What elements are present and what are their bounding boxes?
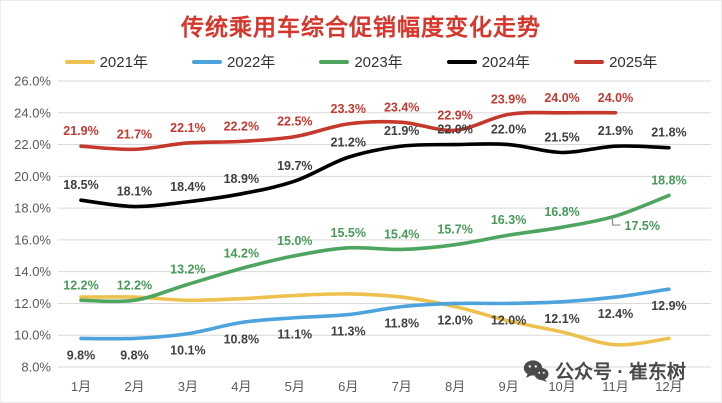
data-label-2022年: 10.8% — [224, 333, 259, 347]
legend-label: 2022年 — [226, 54, 276, 71]
legend-swatch — [191, 59, 222, 64]
y-tick-label: 14.0% — [14, 264, 51, 279]
x-tick-label: 6月 — [338, 379, 358, 394]
callout-leader — [611, 217, 621, 226]
data-label-2025年: 21.9% — [63, 124, 98, 138]
x-tick-label: 11月 — [602, 379, 629, 394]
y-tick-label: 24.0% — [14, 105, 51, 120]
data-label-2025年: 22.1% — [170, 121, 205, 135]
legend-swatch — [319, 59, 350, 64]
data-label-2023年: 15.4% — [384, 227, 419, 241]
data-label-2024年: 18.4% — [170, 180, 205, 194]
data-label-2022年: 12.0% — [491, 313, 526, 327]
legend-label: 2024年 — [481, 54, 531, 71]
series-line-2022年 — [79, 287, 671, 341]
data-label-2025年: 22.5% — [277, 115, 312, 129]
data-label-2023年: 15.7% — [437, 223, 472, 237]
data-label-2023年: 16.8% — [544, 205, 579, 219]
wechat-icon — [523, 359, 549, 382]
legend-swatch — [574, 59, 605, 64]
x-tick-label: 12月 — [655, 379, 682, 394]
legend-label: 2021年 — [99, 54, 148, 71]
data-label-2023年: 15.5% — [331, 226, 366, 240]
legend-item-2022年: 2022年 — [191, 51, 276, 72]
data-label-2023年: 17.5% — [625, 219, 660, 233]
data-label-2024年: 22.0% — [437, 123, 472, 137]
data-label-2025年: 23.3% — [331, 102, 366, 116]
x-tick-label: 3月 — [178, 379, 198, 394]
legend-item-2024年: 2024年 — [446, 51, 531, 72]
chart-title: 传统乘用车综合促销幅度变化走势 — [181, 14, 541, 40]
series-line-2021年 — [79, 292, 671, 347]
data-label-2024年: 21.5% — [544, 131, 579, 145]
data-label-2023年: 15.0% — [277, 234, 312, 248]
y-tick-label: 20.0% — [14, 169, 51, 184]
legend-swatch — [64, 59, 95, 64]
data-label-2024年: 18.1% — [117, 185, 152, 199]
data-label-2025年: 21.7% — [117, 127, 152, 141]
data-label-2022年: 9.8% — [67, 348, 96, 362]
x-tick-label: 9月 — [498, 379, 518, 394]
data-label-2022年: 12.9% — [651, 299, 686, 313]
data-label-2024年: 21.2% — [331, 135, 366, 149]
data-label-2024年: 19.7% — [277, 159, 312, 173]
watermark-text: 公众号 · 崔东树 — [555, 362, 686, 383]
legend-item-2025年: 2025年 — [574, 51, 657, 72]
y-tick-label: 18.0% — [14, 201, 51, 216]
data-label-2025年: 22.9% — [437, 108, 472, 122]
data-label-2022年: 12.4% — [598, 307, 633, 321]
data-label-2025年: 22.2% — [224, 119, 259, 133]
data-label-2022年: 10.1% — [170, 344, 205, 358]
data-label-2024年: 21.8% — [651, 126, 686, 140]
legend-swatch — [446, 59, 477, 64]
legend-item-2021年: 2021年 — [64, 51, 148, 72]
data-label-2023年: 16.3% — [491, 213, 526, 227]
data-label-2025年: 23.9% — [491, 92, 526, 106]
data-label-2025年: 24.0% — [598, 91, 633, 105]
data-label-2024年: 18.5% — [63, 178, 98, 192]
legend-label: 2025年 — [609, 54, 658, 71]
data-label-2024年: 21.9% — [598, 124, 633, 138]
data-label-2022年: 11.8% — [384, 317, 419, 331]
x-tick-label: 5月 — [285, 379, 305, 394]
y-tick-label: 10.0% — [14, 328, 51, 343]
watermark: 公众号 · 崔东树 — [523, 357, 686, 384]
legend-item-2023年: 2023年 — [319, 51, 403, 72]
x-tick-label: 8月 — [445, 379, 465, 394]
y-tick-label: 8.0% — [21, 360, 51, 375]
series-line-2024年 — [79, 142, 671, 209]
legend-label: 2023年 — [354, 54, 403, 71]
series-line-2025年 — [79, 110, 618, 152]
data-label-2023年: 18.8% — [651, 173, 686, 187]
data-label-2022年: 11.1% — [277, 328, 312, 342]
data-label-2022年: 12.0% — [437, 313, 472, 327]
y-tick-label: 12.0% — [14, 296, 51, 311]
data-label-2024年: 21.9% — [384, 124, 419, 138]
x-tick-label: 4月 — [231, 379, 251, 394]
series-line-2023年 — [79, 193, 671, 304]
data-label-2022年: 12.1% — [544, 312, 579, 326]
data-label-2023年: 12.2% — [117, 278, 152, 292]
y-tick-label: 16.0% — [14, 232, 51, 247]
data-label-2024年: 18.9% — [224, 172, 259, 186]
y-tick-label: 26.0% — [14, 74, 51, 89]
chart-legend: 2021年 2022年 2023年 2024年 2025年 — [1, 51, 721, 72]
x-tick-label: 1月 — [71, 379, 91, 394]
data-label-2022年: 9.8% — [120, 348, 149, 362]
data-label-2023年: 13.2% — [170, 262, 205, 276]
x-tick-label: 10月 — [548, 379, 575, 394]
data-label-2023年: 12.2% — [63, 278, 98, 292]
data-label-2025年: 24.0% — [544, 91, 579, 105]
data-label-2025年: 23.4% — [384, 100, 419, 114]
x-tick-label: 2月 — [124, 379, 144, 394]
x-tick-label: 7月 — [392, 379, 412, 394]
data-label-2023年: 14.2% — [224, 246, 259, 260]
data-label-2022年: 11.3% — [331, 325, 366, 339]
y-tick-label: 22.0% — [14, 137, 51, 152]
data-label-2024年: 22.0% — [491, 123, 526, 137]
